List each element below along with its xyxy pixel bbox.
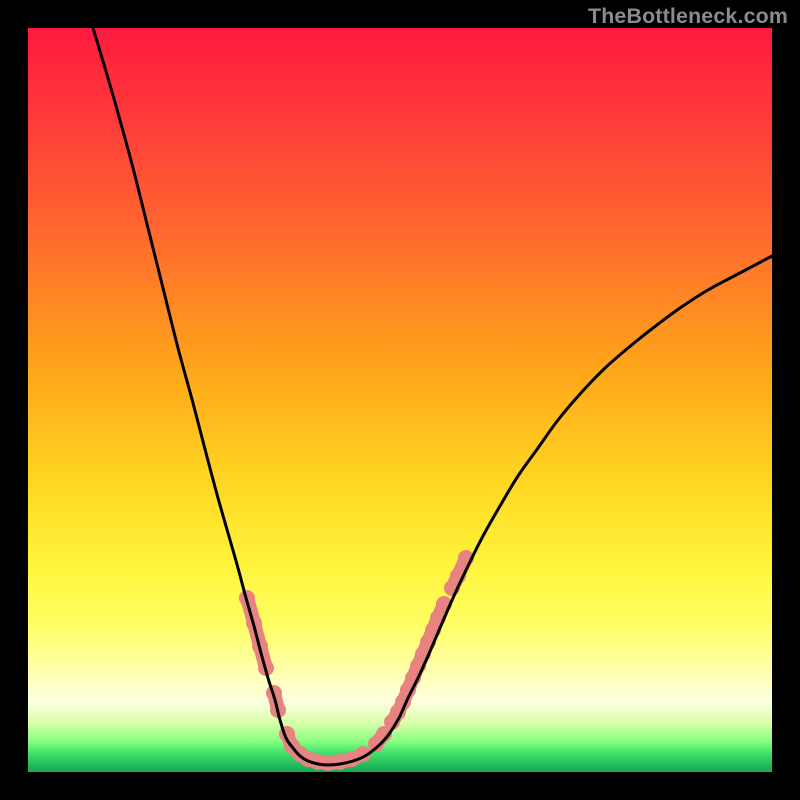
plot-area: [28, 28, 772, 772]
watermark-text: TheBottleneck.com: [588, 4, 788, 29]
chart-frame: TheBottleneck.com: [0, 0, 800, 800]
bottleneck-curve: [28, 28, 772, 772]
